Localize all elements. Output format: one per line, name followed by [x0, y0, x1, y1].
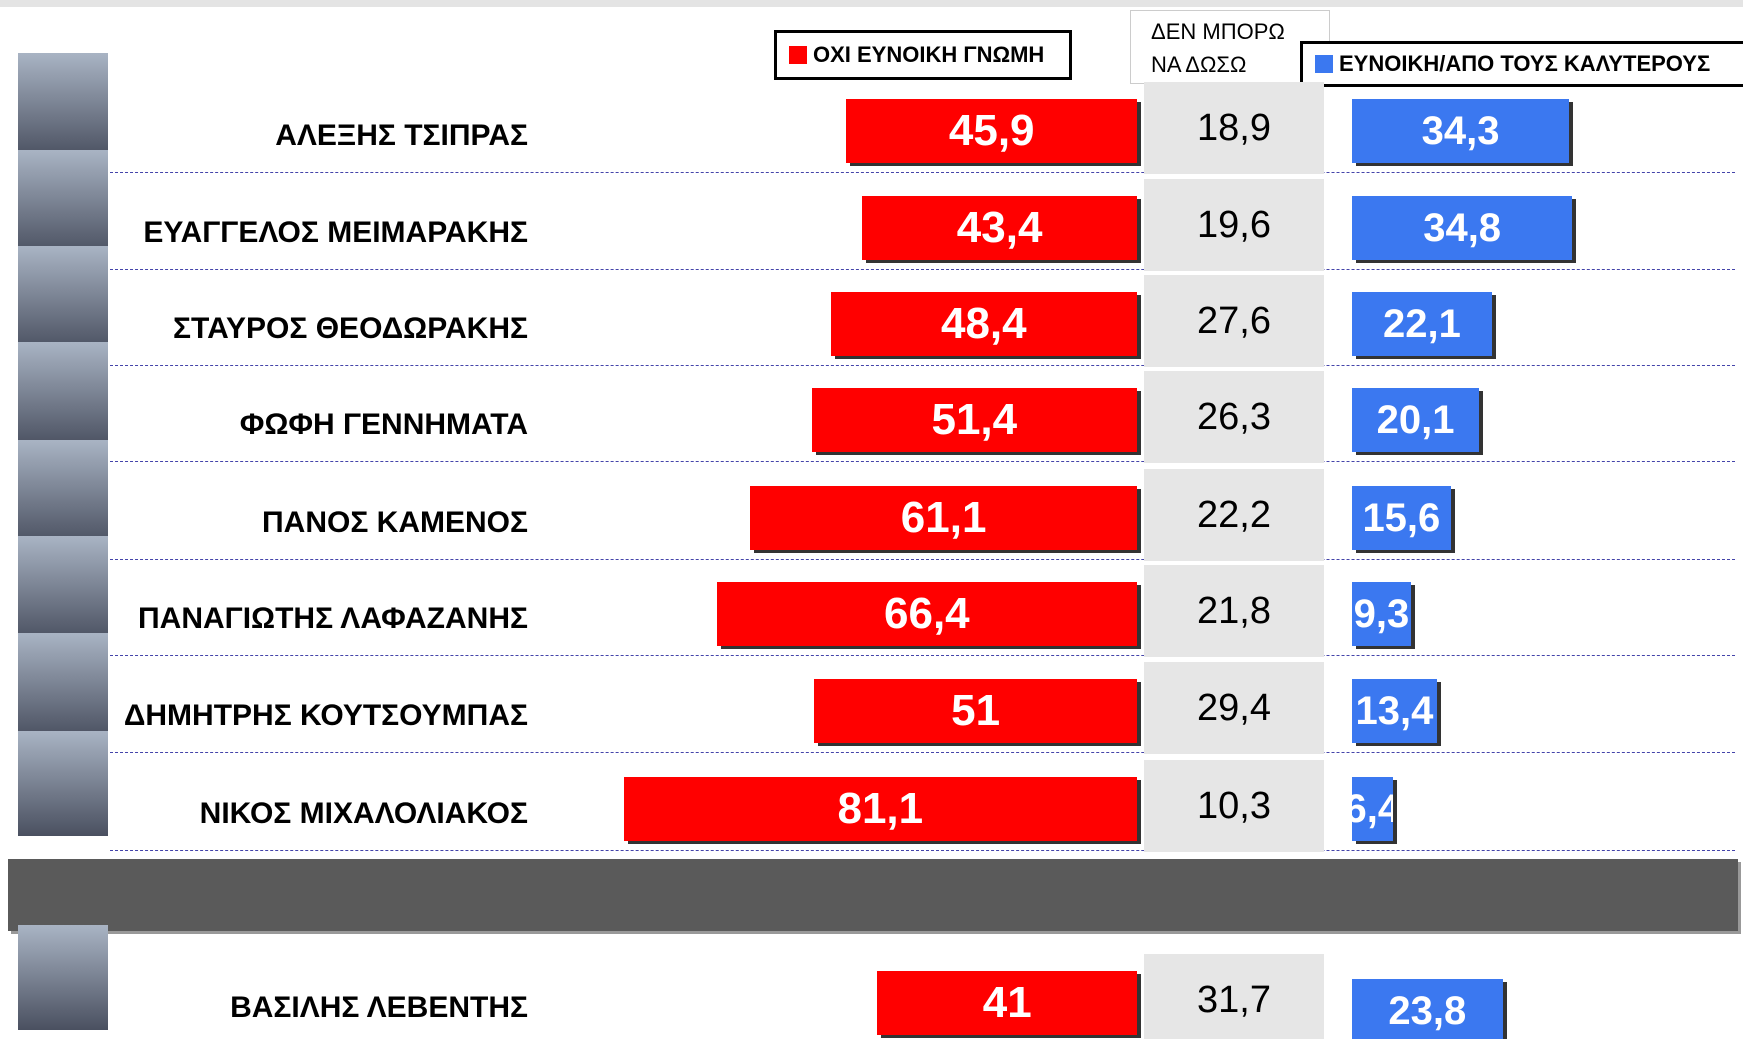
neutral-value: 19,6 [1144, 179, 1324, 271]
value-label: 41 [983, 978, 1032, 1028]
bar: 15,6 [1352, 486, 1451, 550]
neutral-value: 31,7 [1144, 954, 1324, 1039]
bar: 34,3 [1352, 99, 1569, 163]
row-divider [110, 655, 1735, 656]
bar: 6,4 [1352, 777, 1393, 841]
bar: 13,4 [1352, 679, 1437, 743]
category-label: ΔΗΜΗΤΡΗΣ ΚΟΥΤΣΟΥΜΠΑΣ [28, 699, 528, 733]
bar: 51 [814, 679, 1137, 743]
category-label: ΕΥΑΓΓΕΛΟΣ ΜΕΙΜΑΡΑΚΗΣ [28, 216, 528, 250]
value-label: 48,4 [941, 299, 1027, 349]
value-label: 81,1 [837, 784, 923, 834]
legend-swatch [1315, 55, 1333, 73]
value-label: 43,4 [957, 203, 1043, 253]
chart: ΟΧΙ ΕΥΝΟΙΚΗ ΓΝΩΜΗ ΔΕΝ ΜΠΟΡΩ ΝΑ ΔΩΣΩ ΒΑΘΜ… [0, 0, 1743, 1039]
value-label: 45,9 [949, 106, 1035, 156]
bar: 61,1 [750, 486, 1137, 550]
row-divider [110, 850, 1735, 851]
row-divider [110, 752, 1735, 753]
category-label: ΠΑΝΟΣ ΚΑΜΕΝΟΣ [28, 506, 528, 540]
bar: 45,9 [846, 99, 1137, 163]
neutral-value: 10,3 [1144, 760, 1324, 852]
row-divider [110, 269, 1735, 270]
value-label: 51,4 [931, 395, 1017, 445]
bar: 43,4 [862, 196, 1137, 260]
bar: 66,4 [717, 582, 1137, 646]
value-label: 61,1 [901, 493, 987, 543]
category-label: ΦΩΦΗ ΓΕΝΝΗΜΑΤΑ [28, 408, 528, 442]
value-label: 51 [951, 686, 1000, 736]
category-label: ΑΛΕΞΗΣ ΤΣΙΠΡΑΣ [28, 119, 528, 153]
category-label: ΠΑΝΑΓΙΩΤΗΣ ΛΑΦΑΖΑΝΗΣ [28, 602, 528, 636]
row-divider [110, 365, 1735, 366]
legend-label: ΕΥΝΟΙΚΗ/ΑΠΟ ΤΟΥΣ ΚΑΛΥΤΕΡΟΥΣ [1339, 51, 1710, 77]
category-label: ΣΤΑΥΡΟΣ ΘΕΟΔΩΡΑΚΗΣ [28, 312, 528, 346]
neutral-value: 22,2 [1144, 469, 1324, 561]
legend-negative: ΟΧΙ ΕΥΝΟΙΚΗ ΓΝΩΜΗ [774, 30, 1072, 80]
category-label: ΝΙΚΟΣ ΜΙΧΑΛΟΛΙΑΚΟΣ [28, 797, 528, 831]
bar: 51,4 [812, 388, 1137, 452]
value-label: 66,4 [884, 589, 970, 639]
value-label: 34,8 [1423, 206, 1501, 251]
neutral-value: 26,3 [1144, 371, 1324, 463]
legend-label: ΟΧΙ ΕΥΝΟΙΚΗ ΓΝΩΜΗ [813, 42, 1044, 68]
neutral-value: 29,4 [1144, 662, 1324, 754]
separator [8, 859, 1738, 931]
bar: 81,1 [624, 777, 1137, 841]
value-label: 22,1 [1383, 302, 1461, 347]
bar: 9,3 [1352, 582, 1411, 646]
value-label: 20,1 [1377, 398, 1455, 443]
category-label: ΒΑΣΙΛΗΣ ΛΕΒΕΝΤΗΣ [28, 991, 528, 1025]
value-label: 34,3 [1422, 109, 1500, 154]
row-divider [110, 559, 1735, 560]
neutral-value: 18,9 [1144, 82, 1324, 174]
row-divider [110, 461, 1735, 462]
bar: 41 [877, 971, 1137, 1035]
row-divider [110, 172, 1735, 173]
value-label: 6,4 [1352, 787, 1393, 832]
legend-swatch [789, 46, 807, 64]
bar: 20,1 [1352, 388, 1479, 452]
legend-positive: ΕΥΝΟΙΚΗ/ΑΠΟ ΤΟΥΣ ΚΑΛΥΤΕΡΟΥΣ [1300, 41, 1743, 87]
value-label: 9,3 [1354, 592, 1410, 637]
neutral-value: 27,6 [1144, 275, 1324, 367]
value-label: 23,8 [1388, 989, 1466, 1034]
neutral-value: 21,8 [1144, 565, 1324, 657]
bar: 34,8 [1352, 196, 1572, 260]
value-label: 13,4 [1355, 689, 1433, 734]
bar: 22,1 [1352, 292, 1492, 356]
value-label: 15,6 [1362, 496, 1440, 541]
top-strip [0, 0, 1743, 7]
bar: 48,4 [831, 292, 1137, 356]
bar: 23,8 [1352, 979, 1503, 1039]
